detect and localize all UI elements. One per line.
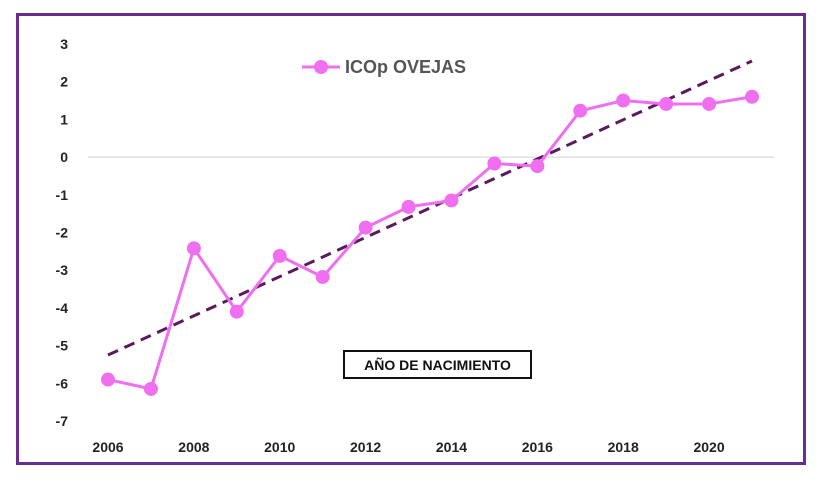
series-line: [107, 95, 753, 391]
x-tick-label: 2020: [693, 439, 724, 455]
data-point: [315, 269, 330, 284]
data-point: [186, 241, 201, 256]
data-point: [530, 159, 545, 174]
data-point: [487, 156, 502, 171]
y-tick-label: 3: [60, 36, 68, 52]
x-tick-label: 2018: [608, 439, 639, 455]
y-tick-label: -1: [56, 187, 69, 203]
data-point: [143, 381, 158, 396]
y-tick-label: 1: [60, 111, 68, 127]
data-point: [101, 372, 115, 387]
x-tick-label: 2008: [178, 439, 209, 455]
y-tick-label: 0: [60, 149, 68, 165]
y-tick-label: -6: [56, 375, 69, 391]
data-points: [101, 89, 759, 396]
y-tick-label: 2: [60, 74, 68, 90]
x-tick-label: 2012: [350, 439, 381, 455]
x-axis-ticks: 2006 2008 2010 2012 2014 2016 2018 2020: [92, 439, 724, 455]
legend-marker: [314, 60, 328, 74]
x-axis-label: AÑO DE NACIMIENTO: [343, 350, 532, 379]
y-tick-label: -7: [56, 413, 69, 429]
x-tick-label: 2016: [522, 439, 553, 455]
data-point: [702, 96, 717, 111]
y-tick-label: -2: [56, 225, 69, 241]
y-tick-label: -3: [56, 262, 69, 278]
legend-label: ICOp OVEJAS: [345, 57, 466, 77]
data-point: [573, 103, 588, 118]
y-tick-label: -5: [56, 338, 69, 354]
x-tick-label: 2010: [264, 439, 295, 455]
data-point: [229, 304, 244, 319]
x-tick-label: 2014: [436, 439, 467, 455]
legend: ICOp OVEJAS: [302, 57, 466, 77]
data-point: [745, 89, 759, 104]
data-point: [358, 220, 373, 235]
y-axis-ticks: 3 2 1 0 -1 -2 -3 -4 -5 -6 -7: [56, 36, 69, 429]
data-point: [272, 248, 287, 263]
x-tick-label: 2006: [92, 439, 123, 455]
data-point: [616, 93, 631, 108]
data-point: [659, 96, 674, 111]
y-tick-label: -4: [56, 300, 69, 316]
trendline: [107, 59, 753, 357]
data-point: [401, 199, 416, 214]
data-point: [444, 193, 459, 208]
